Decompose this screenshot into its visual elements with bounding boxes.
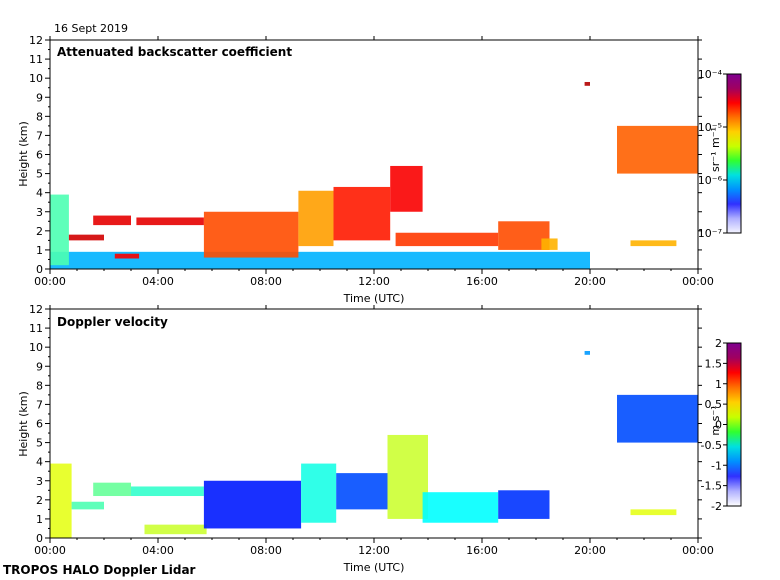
data-feature [50, 463, 72, 538]
x-tick-label: 04:00 [142, 544, 174, 557]
data-feature [301, 463, 337, 523]
y-tick-label: 2 [36, 494, 43, 507]
data-feature [422, 492, 499, 523]
colorbar-tick-label: 2 [715, 337, 722, 350]
x-tick-label: 00:00 [682, 275, 714, 288]
data-feature [630, 509, 677, 516]
data-feature [498, 221, 550, 250]
colorbar-tick-label: -1.5 [701, 480, 722, 493]
y-tick-label: 1 [36, 513, 43, 526]
panel-title: Attenuated backscatter coefficient [57, 45, 292, 59]
y-tick-label: 0 [36, 532, 43, 545]
y-axis-label: Height (km) [17, 391, 30, 457]
data-feature [395, 232, 499, 247]
data-feature [584, 81, 590, 86]
date-label: 16 Sept 2019 [54, 22, 128, 35]
colorbar-tick-label: 0 [715, 419, 722, 432]
colorbar-label: sr⁻¹ m⁻¹ [709, 127, 722, 172]
data-feature [336, 473, 388, 510]
x-axis-label: Time (UTC) [343, 292, 405, 305]
y-tick-label: 0 [36, 263, 43, 276]
x-tick-label: 16:00 [466, 544, 498, 557]
doppler-velocity-panel: Doppler velocity Height (km) Time (UTC) … [17, 303, 742, 574]
backscatter-panel: Attenuated backscatter coefficient Heigh… [17, 34, 742, 305]
data-feature [617, 394, 698, 443]
colorbar-tick-label: 10⁻⁵ [698, 121, 722, 134]
y-tick-label: 3 [36, 206, 43, 219]
data-feature [390, 165, 423, 212]
y-tick-label: 1 [36, 244, 43, 257]
data-feature [68, 234, 104, 241]
colorbar-tick-label: 0.5 [705, 398, 723, 411]
y-tick-label: 12 [29, 34, 43, 47]
x-tick-label: 16:00 [466, 275, 498, 288]
y-tick-label: 4 [36, 456, 43, 469]
data-feature [50, 194, 69, 266]
data-feature [333, 186, 391, 241]
x-tick-label: 00:00 [34, 275, 66, 288]
y-tick-label: 7 [36, 398, 43, 411]
y-tick-label: 7 [36, 129, 43, 142]
colorbar [726, 342, 742, 507]
data-feature [93, 482, 131, 497]
colorbar-tick-label: -1 [711, 459, 722, 472]
x-tick-label: 20:00 [574, 544, 606, 557]
data-feature [498, 490, 550, 519]
data-feature [203, 480, 302, 529]
x-tick-label: 08:00 [250, 275, 282, 288]
y-tick-label: 3 [36, 475, 43, 488]
data-feature [144, 524, 207, 535]
y-tick-label: 6 [36, 418, 43, 431]
data-feature [114, 253, 140, 259]
data-feature [203, 211, 299, 258]
x-axis-label: Time (UTC) [343, 561, 405, 574]
data-feature [584, 350, 590, 355]
data-feature [50, 251, 590, 269]
data-feature [541, 238, 558, 250]
colorbar-tick-label: 10⁻⁴ [698, 68, 723, 81]
colorbar-tick-label: -0.5 [701, 439, 722, 452]
y-tick-label: 10 [29, 341, 43, 354]
x-tick-label: 20:00 [574, 275, 606, 288]
y-tick-label: 5 [36, 437, 43, 450]
data-feature [298, 190, 334, 247]
y-tick-label: 8 [36, 379, 43, 392]
panel-title: Doppler velocity [57, 315, 168, 329]
y-tick-label: 4 [36, 187, 43, 200]
data-feature [630, 240, 677, 247]
data-feature [93, 215, 131, 226]
y-tick-label: 10 [29, 72, 43, 85]
data-feature [617, 125, 698, 174]
instrument-footer: TROPOS HALO Doppler Lidar [3, 563, 196, 577]
x-tick-label: 08:00 [250, 544, 282, 557]
y-tick-label: 11 [29, 322, 43, 335]
y-tick-label: 9 [36, 360, 43, 373]
y-tick-label: 2 [36, 225, 43, 238]
x-tick-label: 00:00 [682, 544, 714, 557]
y-tick-label: 11 [29, 53, 43, 66]
colorbar-tick-label: 10⁻⁶ [698, 174, 723, 187]
data-feature [131, 486, 204, 497]
y-axis-label: Height (km) [17, 121, 30, 187]
colorbar [726, 73, 742, 234]
colorbar-tick-label: 10⁻⁷ [698, 227, 722, 240]
colorbar-label: m s⁻¹ [709, 405, 722, 435]
y-tick-label: 12 [29, 303, 43, 316]
colorbar-tick-label: 1 [715, 378, 722, 391]
x-tick-label: 12:00 [358, 275, 390, 288]
x-tick-label: 12:00 [358, 544, 390, 557]
colorbar-tick-label: 1.5 [705, 357, 723, 370]
data-feature [136, 217, 204, 226]
y-tick-label: 9 [36, 91, 43, 104]
colorbar-tick-label: -2 [711, 500, 722, 513]
y-tick-label: 8 [36, 110, 43, 123]
data-feature [387, 434, 428, 519]
data-feature [71, 501, 104, 510]
y-tick-label: 6 [36, 149, 43, 162]
x-tick-label: 04:00 [142, 275, 174, 288]
x-tick-label: 00:00 [34, 544, 66, 557]
y-tick-label: 5 [36, 168, 43, 181]
